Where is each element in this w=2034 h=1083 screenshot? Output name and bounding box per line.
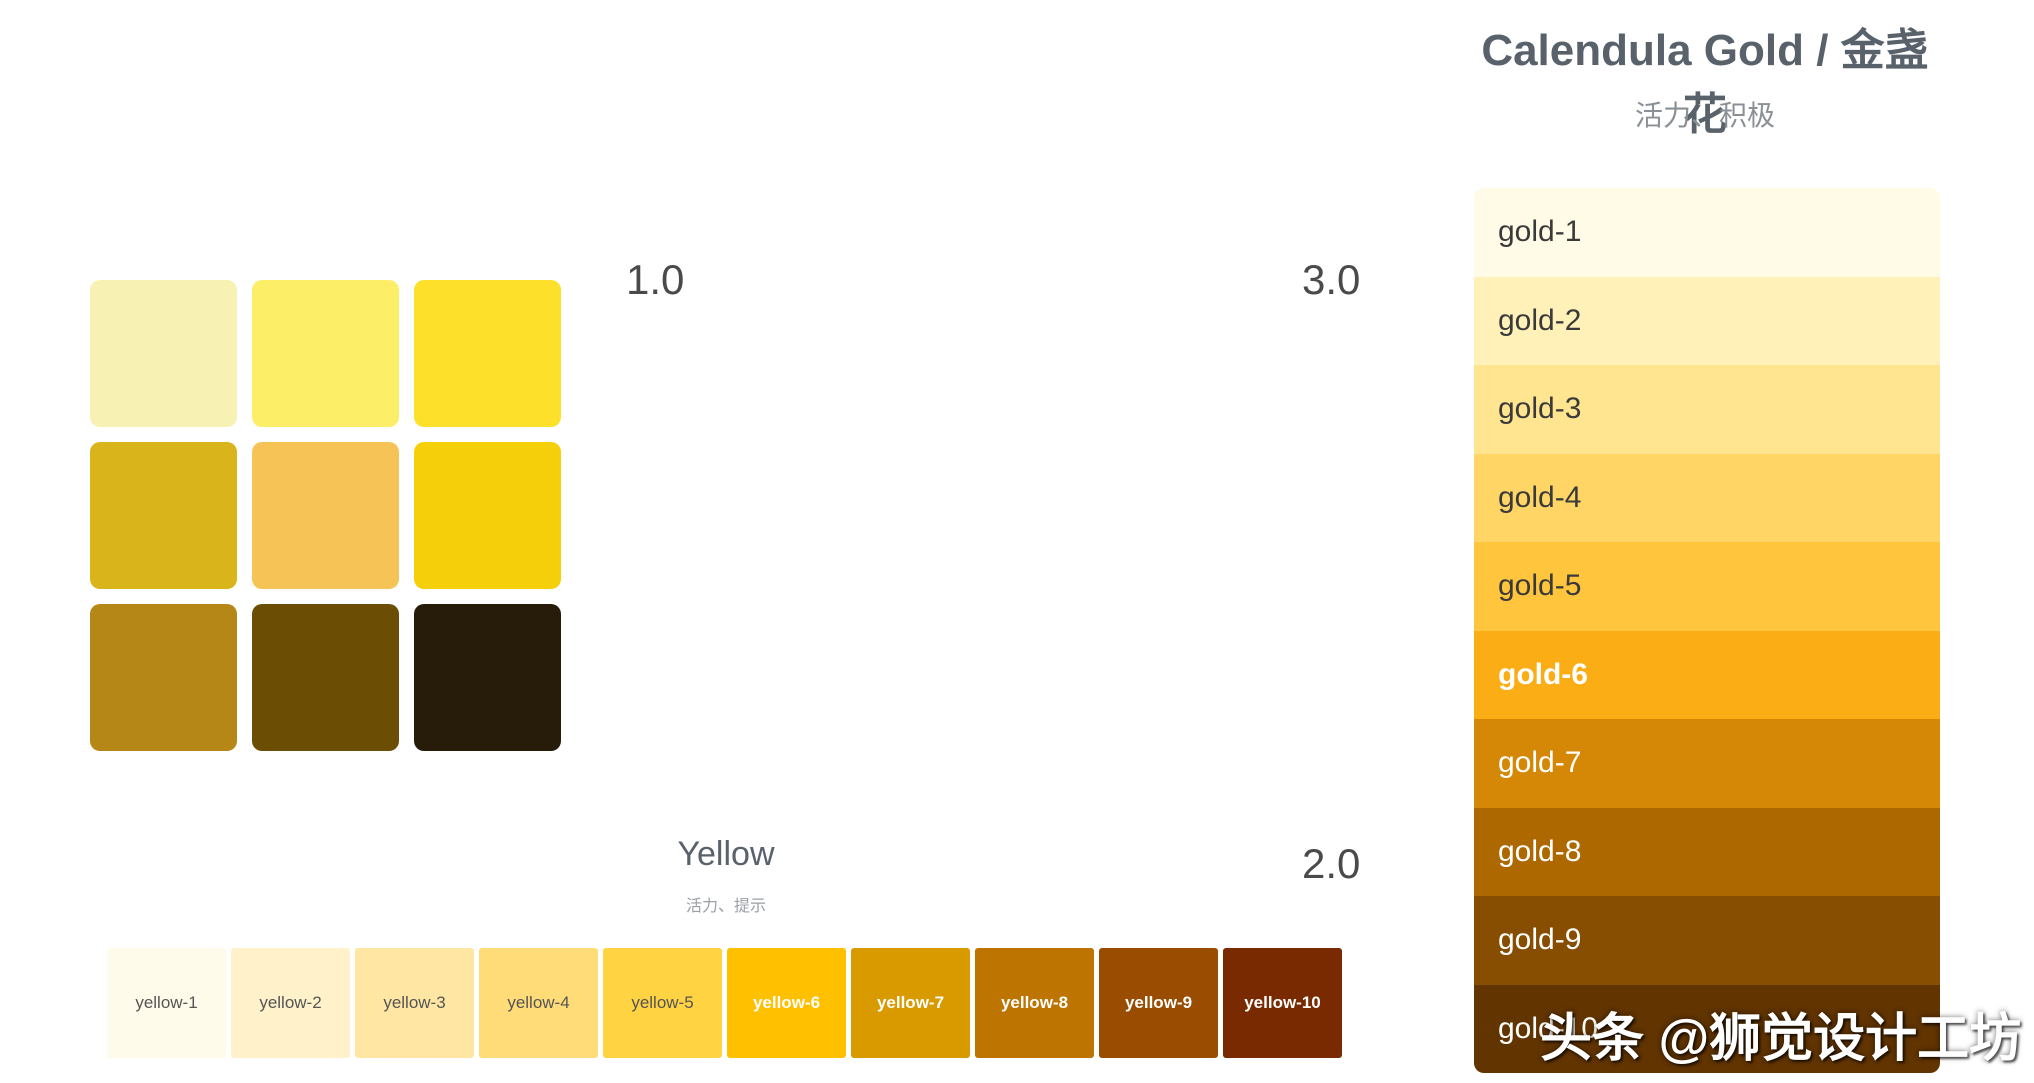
yellow-swatch: yellow-9 [1099,948,1218,1058]
version-label-3: 3.0 [1302,256,1361,303]
gold-subtitle: 活力、积极 [1634,100,1775,131]
version-label-1: 1.0 [626,256,685,303]
yellow-swatch: yellow-10 [1223,948,1342,1058]
yellow-swatch: yellow-7 [851,948,970,1058]
v1-color-grid [90,280,562,752]
grid-swatch [90,280,237,427]
grid-swatch [252,442,399,589]
grid-swatch [90,604,237,751]
gold-row: gold-9 [1474,896,1940,985]
gold-row: gold-10 [1474,984,1940,1073]
gold-palette-list: gold-1 gold-2 gold-3 gold-4 gold-5 gold-… [1474,188,1940,1073]
gold-row: gold-8 [1474,807,1940,896]
yellow-swatch: yellow-2 [231,948,350,1058]
yellow-subtitle: 活力、提示 [685,898,766,915]
gold-row: gold-2 [1474,276,1940,365]
yellow-swatch: yellow-3 [355,948,474,1058]
yellow-title: Yellow [677,835,775,873]
version-label-2: 2.0 [1302,840,1361,887]
gold-row: gold-6 [1474,630,1940,719]
yellow-palette-strip: yellow-1 yellow-2 yellow-3 yellow-4 yell… [107,948,1342,1058]
gold-row: gold-7 [1474,719,1940,808]
gold-row: gold-1 [1474,188,1940,277]
gold-row: gold-5 [1474,542,1940,631]
yellow-swatch: yellow-8 [975,948,1094,1058]
yellow-swatch: yellow-6 [727,948,846,1058]
yellow-swatch: yellow-4 [479,948,598,1058]
grid-swatch [414,280,561,427]
yellow-swatch: yellow-1 [107,948,226,1058]
gold-title: Calendula Gold / 金盏花 [1481,26,1929,139]
gold-row: gold-3 [1474,365,1940,454]
watermark: 头条 @狮觉设计工坊 [1540,1010,2022,1068]
yellow-swatch: yellow-5 [603,948,722,1058]
gold-row: gold-4 [1474,453,1940,542]
grid-swatch [414,442,561,589]
grid-swatch [414,604,561,751]
grid-swatch [90,442,237,589]
grid-swatch [252,604,399,751]
grid-swatch [252,280,399,427]
